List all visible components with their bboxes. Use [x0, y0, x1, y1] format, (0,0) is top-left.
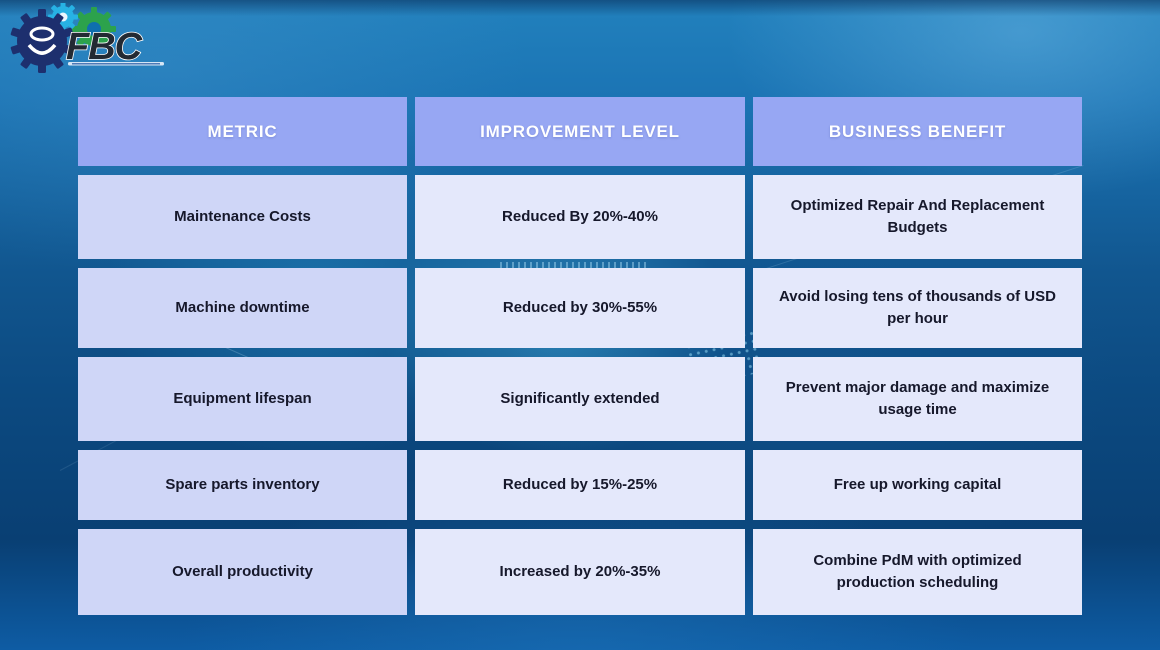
- cell-improvement-row2: Reduced by 30%-55%: [415, 268, 745, 348]
- cell-benefit-row3: Prevent major damage and maximize usage …: [753, 357, 1082, 441]
- cell-metric-row5: Overall productivity: [78, 529, 407, 615]
- cell-benefit-row5: Combine PdM with optimized production sc…: [753, 529, 1082, 615]
- benefits-table: METRIC IMPROVEMENT LEVEL BUSINESS BENEFI…: [78, 97, 1082, 615]
- cell-improvement-row4: Reduced by 15%-25%: [415, 450, 745, 520]
- header-cell-metric: METRIC: [78, 97, 407, 166]
- logo-tagline-text-blur: [72, 63, 160, 65]
- cell-metric-row3: Equipment lifespan: [78, 357, 407, 441]
- fbc-logo: FBC: [10, 2, 320, 75]
- circuit-bar: [500, 262, 650, 270]
- green-gear-icon: [72, 7, 116, 51]
- cell-improvement-row3: Significantly extended: [415, 357, 745, 441]
- cell-benefit-row2: Avoid losing tens of thousands of USD pe…: [753, 268, 1082, 348]
- fbc-wordmark: FBC: [66, 26, 143, 68]
- cell-improvement-row5: Increased by 20%-35%: [415, 529, 745, 615]
- cell-improvement-row1: Reduced By 20%-40%: [415, 175, 745, 259]
- cell-benefit-row1: Optimized Repair And Replacement Budgets: [753, 175, 1082, 259]
- cell-metric-row2: Machine downtime: [78, 268, 407, 348]
- navy-gear-icon: [10, 9, 74, 73]
- header-cell-improvement-level: IMPROVEMENT LEVEL: [415, 97, 745, 166]
- cell-metric-row4: Spare parts inventory: [78, 450, 407, 520]
- header-cell-business-benefit: BUSINESS BENEFIT: [753, 97, 1082, 166]
- cell-benefit-row4: Free up working capital: [753, 450, 1082, 520]
- fbc-logo-graphic: FBC: [10, 2, 164, 73]
- cell-metric-row1: Maintenance Costs: [78, 175, 407, 259]
